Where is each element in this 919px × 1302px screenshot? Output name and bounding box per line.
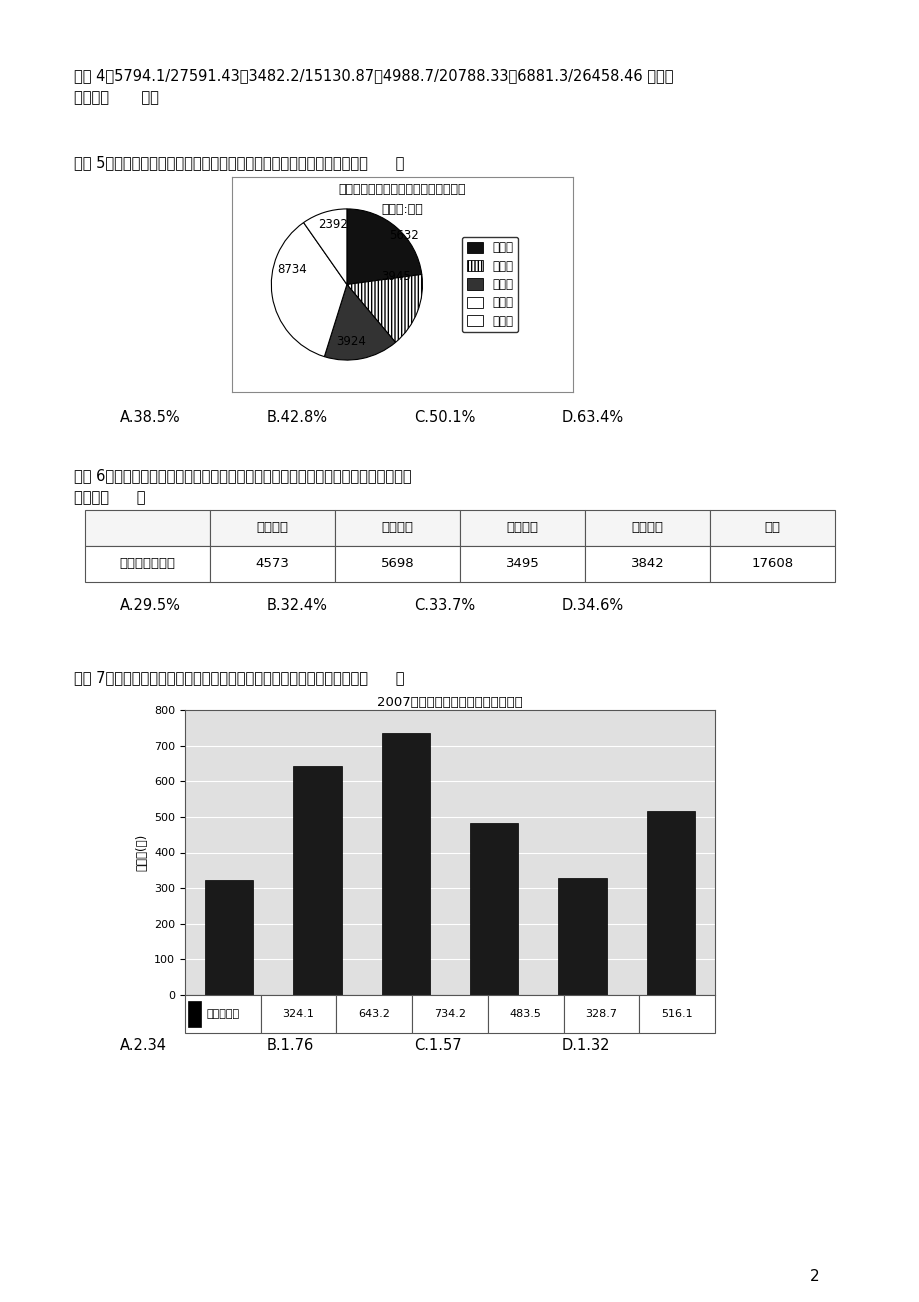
Text: 5632: 5632 bbox=[389, 229, 418, 242]
Text: D.63.4%: D.63.4% bbox=[561, 410, 623, 424]
Wedge shape bbox=[346, 275, 422, 342]
Text: 2: 2 bbox=[809, 1269, 818, 1285]
Text: 【例 6】某地区去年外贸出口额各季度统计如下，请问第二季度出口额占全年的比例为: 【例 6】某地区去年外贸出口额各季度统计如下，请问第二季度出口额占全年的比例为 bbox=[74, 467, 411, 483]
Text: C.1.57: C.1.57 bbox=[414, 1038, 461, 1053]
Text: 8734: 8734 bbox=[278, 263, 307, 276]
Text: 2392: 2392 bbox=[318, 217, 348, 230]
Wedge shape bbox=[271, 223, 346, 357]
Bar bbox=[205, 880, 253, 995]
Bar bbox=[187, 1001, 200, 1027]
Text: C.50.1%: C.50.1% bbox=[414, 410, 475, 424]
Wedge shape bbox=[346, 208, 421, 285]
Bar bbox=[470, 823, 518, 995]
Text: A.2.34: A.2.34 bbox=[119, 1038, 166, 1053]
Wedge shape bbox=[303, 208, 346, 285]
Text: A.29.5%: A.29.5% bbox=[119, 598, 180, 613]
Text: A.38.5%: A.38.5% bbox=[119, 410, 180, 424]
Text: 【例 7】根据下图资料，己村的粮食总产量为戊村粮食总产量的多少倍？（      ）: 【例 7】根据下图资料，己村的粮食总产量为戊村粮食总产量的多少倍？（ ） bbox=[74, 671, 403, 685]
Text: C.33.7%: C.33.7% bbox=[414, 598, 474, 613]
Bar bbox=[558, 878, 607, 995]
Text: 3924: 3924 bbox=[335, 335, 365, 348]
Text: 的数是（       ）。: 的数是（ ）。 bbox=[74, 90, 158, 105]
Text: B.32.4%: B.32.4% bbox=[267, 598, 327, 613]
Text: 3945: 3945 bbox=[380, 271, 411, 284]
Bar bbox=[381, 733, 430, 995]
Text: 多少？（      ）: 多少？（ ） bbox=[74, 490, 145, 505]
Text: 【例 4】5794.1/27591.43、3482.2/15130.87、4988.7/20788.33、6881.3/26458.46 中最大: 【例 4】5794.1/27591.43、3482.2/15130.87、498… bbox=[74, 68, 673, 83]
Text: D.1.32: D.1.32 bbox=[561, 1038, 609, 1053]
Y-axis label: 总产量(吨): 总产量(吨) bbox=[135, 833, 149, 871]
Text: （单位:件）: （单位:件） bbox=[381, 203, 423, 216]
Legend: 一车间, 二车间, 三车间, 四车间, 五车间: 一车间, 二车间, 三车间, 四车间, 五车间 bbox=[461, 237, 517, 332]
Text: B.42.8%: B.42.8% bbox=[267, 410, 327, 424]
Title: 2007年第三季度某县各村粮食总产量: 2007年第三季度某县各村粮食总产量 bbox=[377, 695, 522, 708]
Text: B.1.76: B.1.76 bbox=[267, 1038, 313, 1053]
Text: 【例 5】阅读下面饼状图，请问该季度第一车间比第二车间多生产多少？（      ）: 【例 5】阅读下面饼状图，请问该季度第一车间比第二车间多生产多少？（ ） bbox=[74, 155, 403, 171]
Text: 某工厂五个车间第四季度生产量示意图: 某工厂五个车间第四季度生产量示意图 bbox=[338, 184, 466, 197]
Bar bbox=[293, 766, 342, 995]
Text: D.34.6%: D.34.6% bbox=[561, 598, 623, 613]
Bar bbox=[646, 811, 695, 995]
Wedge shape bbox=[324, 285, 395, 361]
